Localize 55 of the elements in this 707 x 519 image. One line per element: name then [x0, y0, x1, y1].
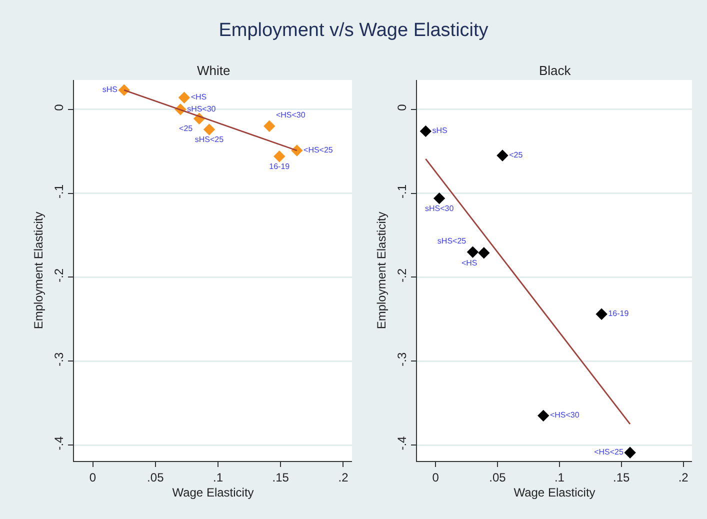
point — [274, 150, 286, 162]
point — [596, 308, 608, 320]
x-tick-label: 0 — [89, 470, 96, 484]
data-label: sHS — [102, 85, 118, 94]
data-label: <25 — [179, 124, 194, 134]
x-axis-title: Wage Elasticity — [514, 485, 596, 500]
y-tick-label: -.3 — [52, 352, 66, 366]
data-label: <HS<25 — [594, 448, 624, 457]
x-tick-label: 0 — [432, 470, 440, 484]
point — [420, 125, 432, 138]
chart-title: Employment v/s Wage Elasticity — [218, 20, 490, 42]
data-label: sHS<30 — [187, 104, 216, 114]
data-label: <HS — [190, 92, 207, 102]
y-axis-title: Employment Elasticity — [32, 212, 46, 330]
y-tick-label: -.3 — [395, 352, 410, 366]
point — [264, 120, 276, 132]
y-tick-label: -.4 — [52, 436, 66, 450]
point — [496, 150, 508, 162]
point — [538, 410, 550, 422]
data-label: <HS<25 — [304, 145, 334, 154]
y-tick-label: 0 — [52, 104, 66, 111]
y-tick-label: -.1 — [52, 184, 66, 198]
y-tick-label: -.2 — [52, 268, 66, 282]
y-tick-label: -.1 — [395, 184, 410, 198]
x-tick-label: .2 — [338, 470, 349, 484]
x-tick-label: .1 — [554, 470, 565, 484]
point — [624, 446, 636, 458]
y-axis-title: Employment Elasticity — [374, 212, 388, 330]
data-label: <HS<30 — [550, 410, 580, 420]
point — [466, 246, 479, 258]
point — [203, 124, 216, 136]
chart-subtitle: White — [197, 63, 230, 78]
data-label: <HS — [461, 258, 478, 268]
y-tick-label: -.2 — [395, 268, 410, 282]
point — [178, 92, 190, 104]
chart-subtitle: Black — [539, 63, 572, 78]
y-tick-label: 0 — [395, 104, 410, 111]
x-tick-label: .15 — [613, 470, 630, 484]
data-label: sHS<25 — [437, 236, 467, 246]
data-label: sHS<30 — [424, 204, 454, 213]
data-label: <25 — [509, 150, 524, 160]
y-tick-label: -.4 — [395, 436, 410, 450]
point — [433, 192, 446, 204]
data-label: sHS — [432, 126, 448, 136]
x-axis-title: Wage Elasticity — [172, 485, 254, 500]
point — [478, 247, 490, 259]
x-tick-label: .05 — [489, 470, 506, 484]
data-label: <HS<30 — [276, 110, 306, 120]
x-tick-label: .1 — [213, 470, 224, 484]
data-label: sHS<25 — [194, 135, 224, 144]
data-label: 16-19 — [608, 309, 630, 318]
x-tick-label: .05 — [147, 470, 164, 484]
x-tick-label: .2 — [678, 470, 689, 484]
data-label: 16-19 — [269, 162, 290, 171]
x-tick-label: .15 — [272, 470, 290, 484]
